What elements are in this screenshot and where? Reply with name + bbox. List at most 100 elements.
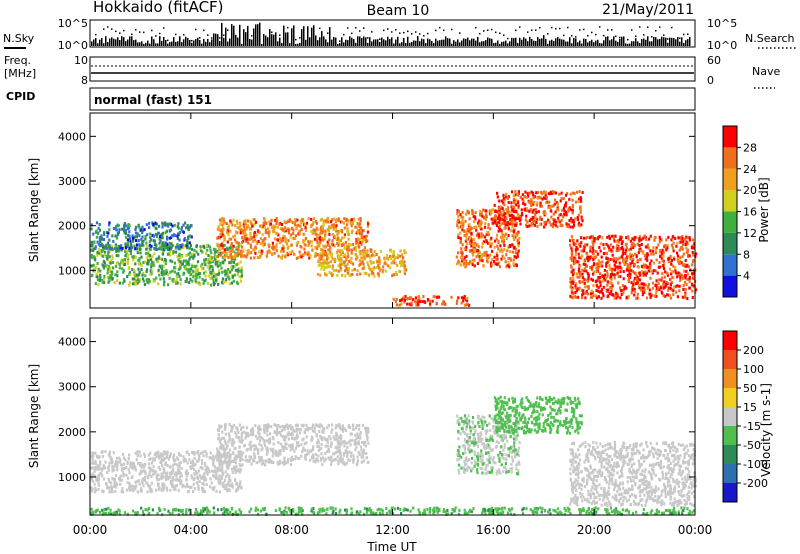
y-tick-label: 3000 (58, 175, 86, 188)
data-cell (578, 256, 581, 260)
data-cell (98, 238, 102, 242)
data-cell (302, 219, 305, 223)
data-cell (245, 233, 248, 237)
data-cell (563, 213, 566, 216)
data-cell (353, 268, 356, 271)
data-cell (507, 210, 510, 214)
data-cell (463, 256, 466, 260)
data-cell (98, 278, 101, 282)
date-title: 21/May/2011 (602, 2, 694, 18)
data-cell (302, 240, 305, 244)
data-cell (258, 255, 261, 259)
data-cell (124, 254, 127, 258)
data-cell (462, 258, 466, 262)
data-cell (340, 262, 343, 266)
data-cell (93, 482, 96, 486)
data-cell (641, 264, 644, 268)
data-cell (215, 454, 218, 458)
data-cell (204, 270, 207, 274)
data-cell (308, 256, 311, 260)
data-cell (490, 217, 493, 221)
data-cell (686, 277, 689, 281)
data-cell (619, 286, 622, 290)
data-cell (327, 220, 330, 224)
data-cell (199, 465, 202, 469)
data-cell (273, 245, 276, 249)
data-cell (110, 244, 113, 248)
data-cell (664, 294, 667, 298)
data-cell (106, 257, 109, 261)
data-cell (508, 214, 511, 218)
data-cell (570, 280, 573, 284)
data-cell (157, 465, 161, 469)
data-cell (576, 287, 579, 291)
data-cell (456, 221, 459, 224)
data-cell (673, 257, 676, 261)
data-cell (476, 262, 479, 265)
data-cell (266, 231, 269, 235)
data-cell (569, 192, 572, 196)
y-tick-label: 1000 (58, 264, 86, 277)
data-cell (168, 250, 171, 254)
data-cell (678, 248, 681, 252)
data-cell (473, 264, 476, 268)
data-cell (162, 475, 165, 479)
data-cell (330, 252, 333, 256)
data-cell (260, 249, 263, 253)
nsearch-point (507, 37, 509, 40)
data-cell (371, 270, 374, 274)
data-cell (332, 452, 335, 456)
data-cell (148, 485, 151, 489)
data-cell (595, 237, 598, 241)
data-cell (102, 477, 106, 481)
nsky-bar (499, 43, 501, 46)
data-cell (666, 293, 669, 297)
data-cell (206, 259, 209, 263)
data-cell (138, 273, 141, 277)
data-cell (549, 209, 552, 213)
nsky-bar (377, 39, 379, 46)
nsearch-point (235, 41, 237, 43)
data-cell (211, 256, 214, 260)
data-cell (338, 240, 341, 244)
data-cell (456, 224, 459, 228)
nsky-bar (561, 39, 563, 46)
data-cell (206, 248, 209, 252)
nsearch-point (111, 28, 113, 30)
data-cell (307, 217, 310, 220)
data-cell (627, 235, 630, 239)
data-cell (196, 272, 200, 276)
data-cell (351, 273, 354, 276)
data-cell (166, 464, 169, 467)
data-cell (636, 292, 639, 296)
data-cell (148, 473, 151, 477)
data-cell (414, 300, 417, 304)
nsearch-point (351, 32, 353, 35)
data-cell (619, 296, 622, 300)
data-cell (370, 250, 373, 253)
nsky-bar (487, 37, 489, 46)
data-cell (435, 301, 438, 305)
data-cell (239, 231, 242, 235)
data-cell (614, 265, 617, 269)
data-cell (128, 283, 131, 287)
data-cell (361, 240, 364, 244)
data-cell (182, 246, 185, 250)
data-cell (142, 261, 145, 264)
data-cell (160, 488, 163, 492)
cpid-label: CPID (6, 90, 35, 103)
data-cell (583, 249, 586, 253)
data-cell (552, 222, 555, 226)
data-cell (173, 233, 176, 237)
data-cell (316, 227, 319, 231)
data-cell (582, 289, 585, 293)
data-cell (181, 243, 184, 247)
nsky-bar (553, 41, 555, 46)
data-cell (183, 237, 187, 241)
nsearch-point (279, 34, 281, 36)
data-cell (618, 261, 621, 265)
data-cell (197, 453, 201, 457)
data-cell (113, 477, 116, 481)
nsky-bar (545, 38, 547, 46)
data-cell (146, 233, 149, 237)
